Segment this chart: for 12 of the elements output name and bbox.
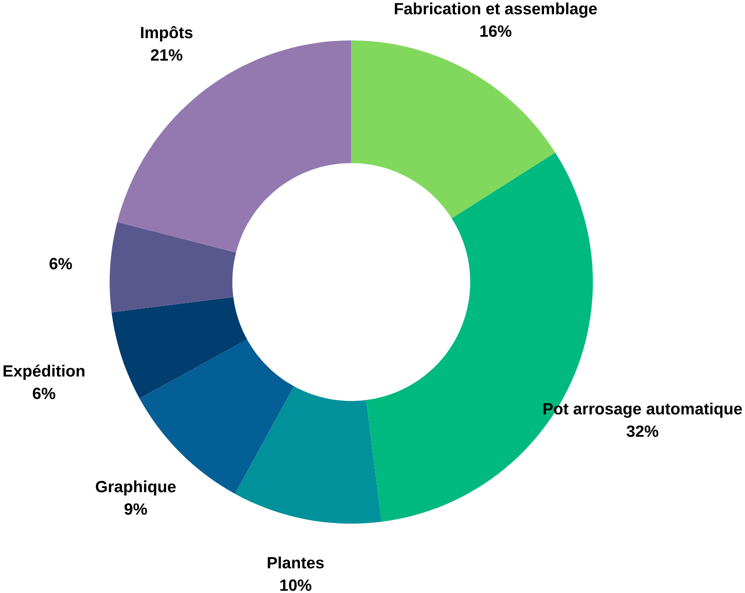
slice-label: Expédition xyxy=(4,364,84,380)
data-label: 6% xyxy=(32,387,56,399)
slice-label: Impôts xyxy=(141,26,192,42)
data-label: 6% xyxy=(50,258,72,270)
slice-label: Graphique xyxy=(96,480,176,496)
slice-label: Plantes xyxy=(268,556,324,568)
data-label: 21% xyxy=(150,49,182,60)
data-label: 16% xyxy=(480,25,512,37)
data-label: 10% xyxy=(280,579,312,591)
data-label: 32% xyxy=(626,425,658,437)
data-label: 9% xyxy=(124,503,147,515)
slice-label: Fabrication et assemblage xyxy=(394,2,597,18)
